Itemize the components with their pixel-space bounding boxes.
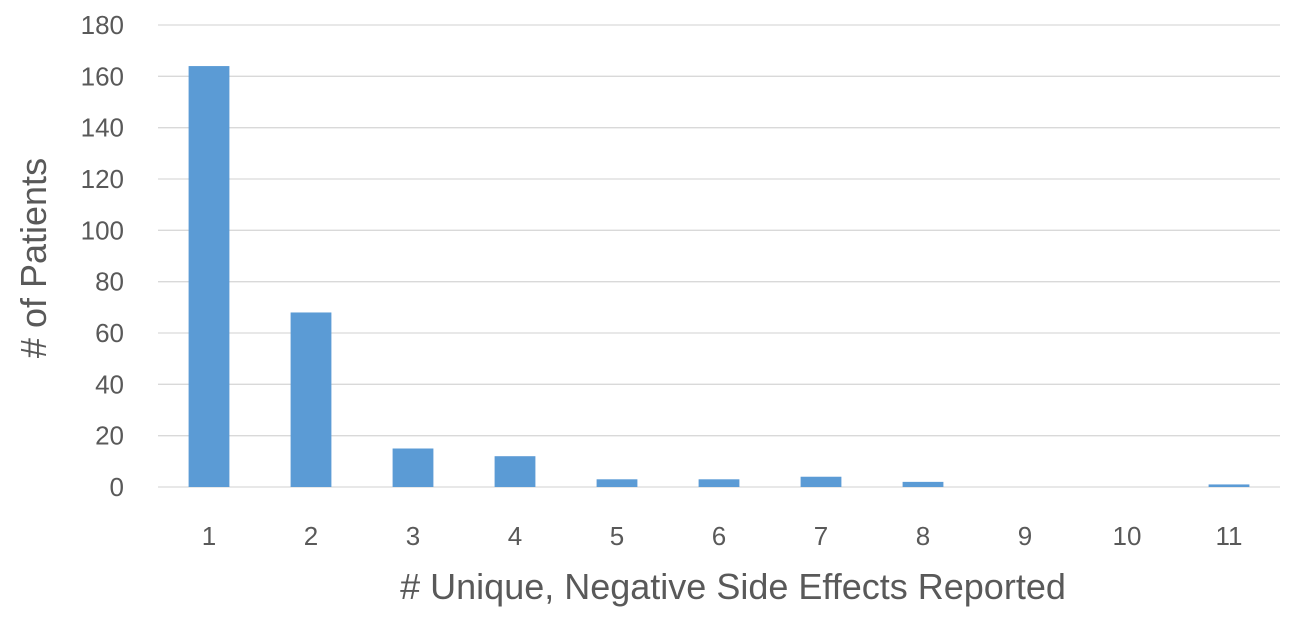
bar-1 — [188, 66, 230, 488]
y-tick-label: 180 — [81, 10, 124, 40]
x-tick-label: 10 — [1113, 521, 1142, 551]
bar-2 — [290, 312, 332, 487]
bar-6 — [698, 479, 740, 487]
x-tick-label: 4 — [508, 521, 522, 551]
y-axis-title: # of Patients — [13, 158, 54, 358]
y-tick-label: 40 — [95, 369, 124, 399]
x-axis-tick-labels: 1 2 3 4 5 6 7 8 9 10 11 — [202, 521, 1243, 551]
x-tick-label: 8 — [916, 521, 930, 551]
bar-11 — [1208, 484, 1250, 487]
y-tick-label: 160 — [81, 61, 124, 91]
x-tick-label: 5 — [610, 521, 624, 551]
y-tick-label: 120 — [81, 164, 124, 194]
bar-3 — [392, 448, 434, 487]
y-tick-label: 140 — [81, 113, 124, 143]
x-tick-label: 2 — [304, 521, 318, 551]
y-tick-label: 20 — [95, 421, 124, 451]
y-axis-tick-labels: 0 20 40 60 80 100 120 140 160 180 — [81, 10, 124, 502]
x-tick-label: 9 — [1018, 521, 1032, 551]
x-tick-label: 7 — [814, 521, 828, 551]
bar-8 — [902, 481, 944, 487]
x-tick-label: 11 — [1216, 521, 1243, 551]
y-tick-label: 100 — [81, 215, 124, 245]
y-tick-label: 80 — [95, 267, 124, 297]
gridlines — [158, 24, 1280, 488]
bar-7 — [800, 476, 842, 487]
y-tick-label: 60 — [95, 318, 124, 348]
x-axis-title: # Unique, Negative Side Effects Reported — [400, 566, 1066, 607]
bar-5 — [596, 479, 638, 487]
bars — [188, 66, 1250, 488]
y-tick-label: 0 — [110, 472, 124, 502]
bar-4 — [494, 456, 536, 487]
x-tick-label: 6 — [712, 521, 726, 551]
x-tick-label: 3 — [406, 521, 420, 551]
x-tick-label: 1 — [202, 521, 216, 551]
